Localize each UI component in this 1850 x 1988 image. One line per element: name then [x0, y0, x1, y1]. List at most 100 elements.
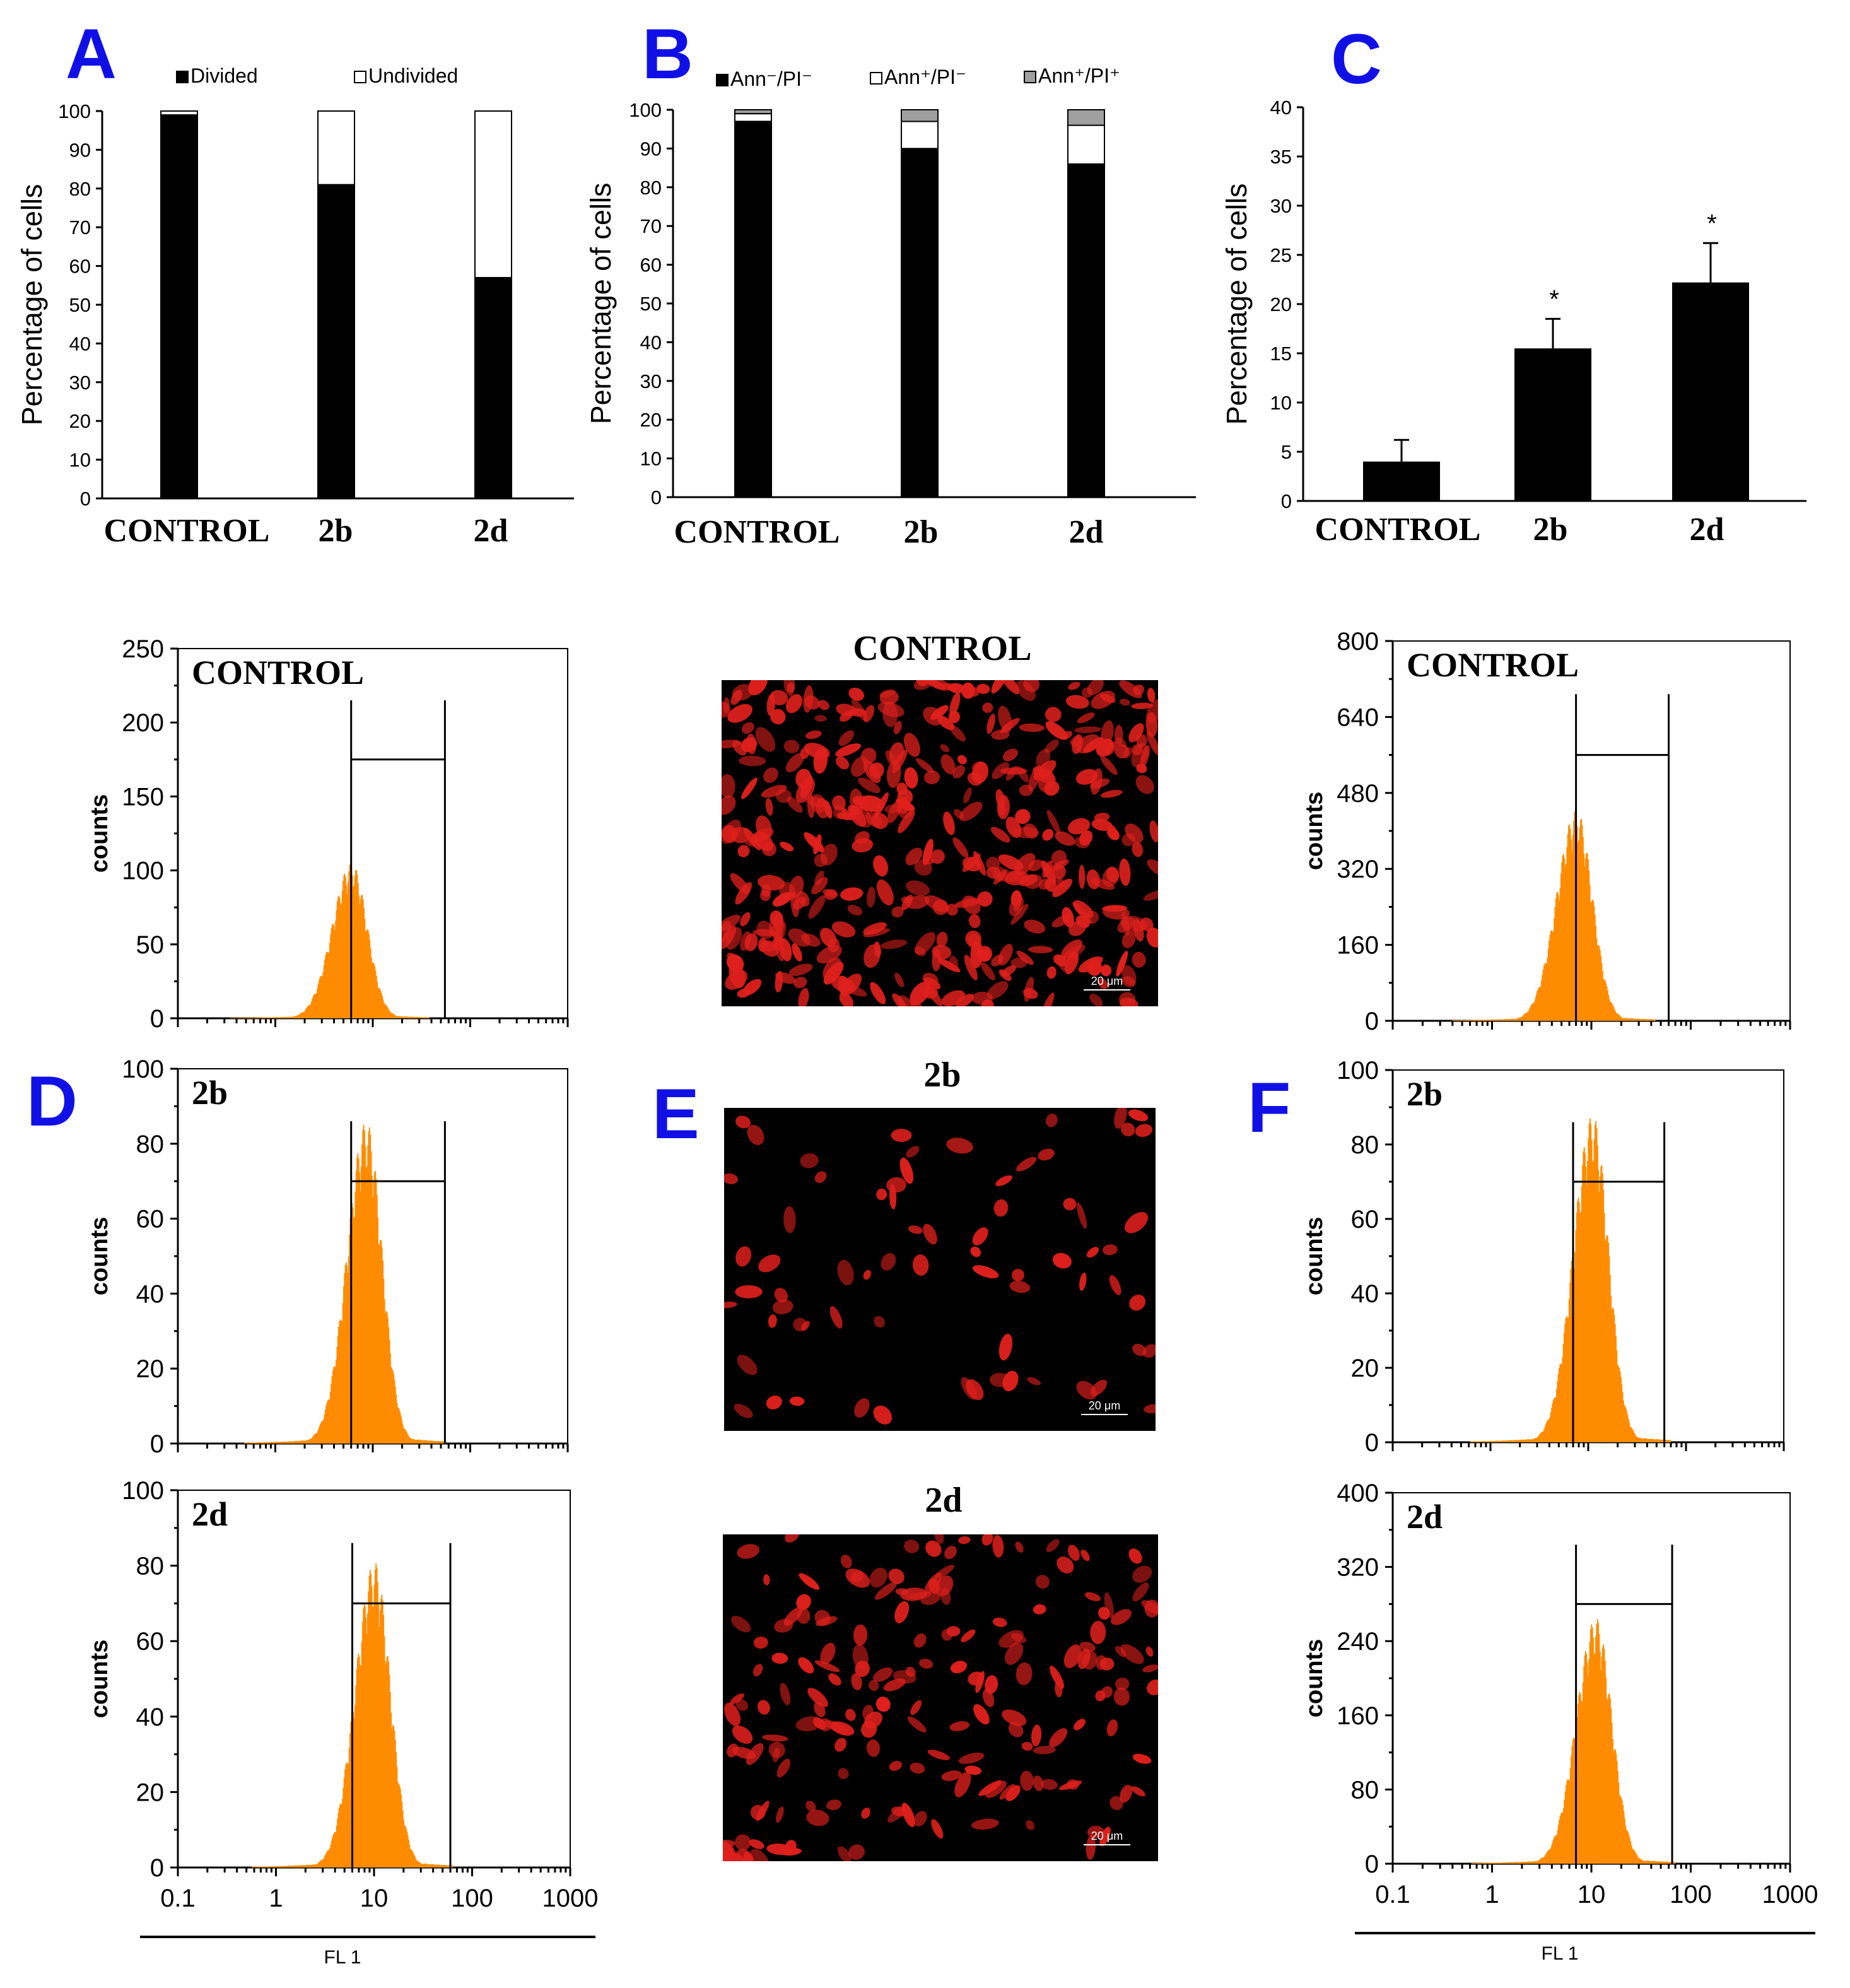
histogram-bin	[1550, 1412, 1552, 1442]
cell-blob	[845, 1709, 856, 1721]
histogram-bin	[1540, 1433, 1542, 1442]
histogram-bin	[361, 1144, 363, 1444]
y-tick-label: 10	[69, 449, 91, 471]
histogram-bin	[346, 1762, 348, 1867]
cell-blob	[1111, 1609, 1132, 1625]
cell-blob	[722, 796, 736, 815]
histogram-bin	[1593, 900, 1594, 1021]
histogram-bin	[1571, 1746, 1573, 1864]
cell-blob	[877, 702, 905, 717]
histogram-bin	[433, 1864, 435, 1867]
cell-blob	[735, 1246, 752, 1267]
histogram-bin	[1634, 1018, 1636, 1021]
histogram-bin	[290, 1016, 291, 1018]
cell-blob	[746, 1743, 764, 1765]
histogram-bin	[1557, 895, 1559, 1021]
histogram-bin	[1578, 1197, 1579, 1442]
histogram-bin	[317, 1430, 319, 1444]
cell-blob	[724, 1302, 737, 1309]
histogram-bin	[324, 1856, 326, 1867]
cell-blob	[972, 1265, 999, 1279]
significance-marker: *	[1549, 285, 1559, 313]
cell-blob	[873, 1405, 893, 1425]
cell-blob	[961, 682, 975, 699]
cell-blob	[964, 1765, 981, 1775]
histogram-bin	[1566, 1316, 1567, 1442]
histogram-bin	[416, 1016, 418, 1018]
cell-blob	[1050, 1666, 1064, 1689]
cell-blob	[995, 789, 1005, 809]
histogram-bin	[349, 864, 351, 1018]
histogram-bin	[318, 980, 320, 1018]
y-tick-label: 30	[69, 372, 91, 394]
histogram-bin	[1644, 1861, 1646, 1864]
histogram-bin	[1642, 1438, 1644, 1442]
histogram-bin	[305, 1440, 307, 1444]
legend-label-ann-pi: Ann⁺/PI⁻	[884, 66, 966, 88]
histogram-bin	[264, 1442, 266, 1444]
y-tick-label: 70	[69, 216, 91, 238]
histogram-bin	[276, 1017, 278, 1018]
y-tick-label: 10	[640, 448, 662, 470]
histogram-bin	[1642, 1860, 1643, 1864]
cell-blob	[992, 1535, 1004, 1558]
cell-blob	[1121, 976, 1136, 987]
cell-blob	[869, 1567, 887, 1588]
histogram-bin	[1547, 1420, 1549, 1442]
histogram-bin	[1628, 1018, 1630, 1021]
histogram-bin	[1514, 1862, 1516, 1864]
y-tick-label: 20	[69, 410, 91, 432]
histogram-bin	[1615, 1753, 1617, 1864]
histogram-bin	[395, 1752, 397, 1867]
histogram-bin	[384, 1661, 386, 1867]
histogram-bin	[383, 1002, 385, 1018]
cell-blob	[952, 837, 969, 858]
histogram-bin	[399, 1410, 401, 1444]
cell-blob	[1087, 960, 1102, 976]
cell-blob	[806, 1809, 829, 1826]
histogram-bin	[1674, 1862, 1676, 1864]
cell-blob	[1121, 931, 1136, 948]
cell-blob	[910, 1762, 925, 1774]
cell-blob	[814, 1660, 840, 1673]
histogram-bin	[331, 924, 333, 1018]
histogram-bin	[251, 1442, 253, 1444]
histogram-bin	[1588, 1138, 1589, 1442]
cell-blob	[840, 887, 864, 901]
histogram-bin	[373, 963, 375, 1018]
cell-blob	[924, 1572, 942, 1594]
cell-blob	[820, 927, 837, 948]
cell-blob	[1059, 1780, 1082, 1791]
cell-blob	[957, 755, 967, 765]
histogram-bin	[1507, 1019, 1509, 1021]
y-tick-label: 0	[1365, 1850, 1379, 1878]
histogram-bin	[423, 1017, 425, 1018]
cell-blob	[896, 782, 908, 795]
cell-blob	[1005, 1642, 1024, 1665]
histogram-bin	[416, 1440, 418, 1444]
cell-blob	[852, 838, 874, 853]
cell-blob	[815, 1616, 838, 1626]
histogram-bin	[1625, 1830, 1627, 1864]
histogram-bin	[1485, 1862, 1487, 1864]
histogram-bin	[1574, 1739, 1576, 1864]
histogram-bin	[299, 1014, 301, 1018]
cell-blob	[838, 730, 854, 746]
histogram-bin	[1473, 1863, 1475, 1864]
histogram-bin	[1566, 847, 1568, 1021]
histogram-bin	[1522, 1861, 1524, 1864]
histogram-bin	[352, 886, 354, 1018]
histogram-bin	[1515, 1018, 1517, 1021]
histogram-bin	[1608, 999, 1610, 1021]
histogram-bin	[383, 1278, 385, 1444]
histogram-bin	[1465, 1020, 1467, 1021]
histogram-bin	[341, 890, 343, 1018]
y-tick-label: 20	[1351, 1355, 1379, 1382]
histogram-bin	[1651, 1861, 1653, 1864]
histogram-bin	[1635, 1852, 1637, 1864]
histogram-bin	[356, 1657, 358, 1867]
histogram-bin	[400, 1016, 402, 1018]
histogram-bin	[1668, 1440, 1670, 1442]
histogram-bin	[320, 1859, 322, 1867]
